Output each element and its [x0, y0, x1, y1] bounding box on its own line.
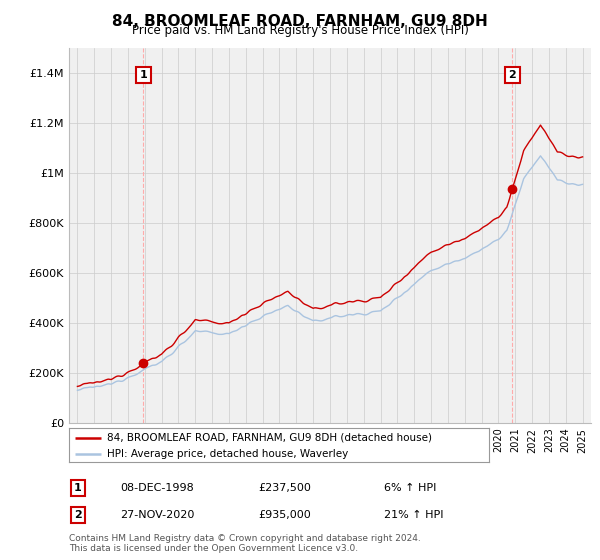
- Text: £237,500: £237,500: [258, 483, 311, 493]
- Text: 6% ↑ HPI: 6% ↑ HPI: [384, 483, 436, 493]
- Text: 21% ↑ HPI: 21% ↑ HPI: [384, 510, 443, 520]
- Text: 2: 2: [509, 70, 516, 80]
- Text: £935,000: £935,000: [258, 510, 311, 520]
- Text: 84, BROOMLEAF ROAD, FARNHAM, GU9 8DH: 84, BROOMLEAF ROAD, FARNHAM, GU9 8DH: [112, 14, 488, 29]
- Text: 27-NOV-2020: 27-NOV-2020: [120, 510, 194, 520]
- Text: 1: 1: [139, 70, 147, 80]
- Text: 84, BROOMLEAF ROAD, FARNHAM, GU9 8DH (detached house): 84, BROOMLEAF ROAD, FARNHAM, GU9 8DH (de…: [107, 433, 432, 443]
- Text: 08-DEC-1998: 08-DEC-1998: [120, 483, 194, 493]
- Text: 1: 1: [74, 483, 82, 493]
- Text: Contains HM Land Registry data © Crown copyright and database right 2024.
This d: Contains HM Land Registry data © Crown c…: [69, 534, 421, 553]
- Text: 2: 2: [74, 510, 82, 520]
- Text: Price paid vs. HM Land Registry's House Price Index (HPI): Price paid vs. HM Land Registry's House …: [131, 24, 469, 37]
- Text: HPI: Average price, detached house, Waverley: HPI: Average price, detached house, Wave…: [107, 449, 348, 459]
